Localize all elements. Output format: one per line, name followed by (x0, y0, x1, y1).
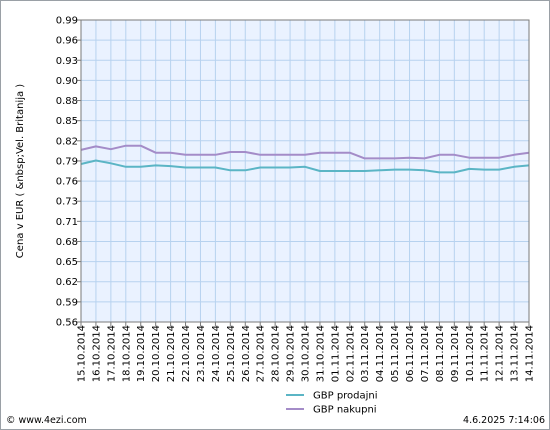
x-tick-label: 01.11.2014 (330, 325, 341, 382)
x-tick-label: 19.10.2014 (136, 325, 147, 382)
legend: GBP prodajni GBP nakupni (286, 391, 378, 416)
legend-label: GBP nakupni (313, 405, 377, 416)
x-tick-label: 02.11.2014 (345, 325, 356, 382)
y-axis-ticks: 0.56 0.59 0.62 0.65 0.68 0.71 0.73 0.76 0.79 0.82… (56, 16, 81, 329)
grid (80, 19, 530, 323)
y-tick-label: 0.65 (56, 257, 78, 268)
y-tick-label: 0.99 (56, 16, 78, 27)
x-tick-label: 31.10.2014 (315, 325, 326, 382)
x-tick-label: 17.10.2014 (106, 325, 117, 382)
y-tick-label: 0.79 (56, 156, 78, 167)
y-tick-label: 0.93 (56, 56, 78, 67)
x-tick-label: 23.10.2014 (196, 325, 207, 382)
x-tick-label: 15.10.2014 (77, 325, 88, 382)
x-tick-label: 14.11.2014 (525, 325, 536, 382)
x-tick-label: 28.10.2014 (271, 325, 282, 382)
source-credit: © www.4ezi.com (6, 415, 87, 426)
x-tick-label: 18.10.2014 (121, 325, 132, 382)
y-tick-label: 0.96 (56, 36, 78, 47)
x-tick-label: 12.11.2014 (495, 325, 506, 382)
y-tick-label: 0.76 (56, 177, 78, 188)
x-tick-label: 21.10.2014 (166, 325, 177, 382)
series-line-1 (80, 159, 530, 174)
x-tick-label: 07.11.2014 (420, 325, 431, 382)
y-tick-label: 0.88 (56, 96, 78, 107)
x-tick-label: 10.11.2014 (465, 325, 476, 382)
y-tick-label: 0.56 (56, 318, 78, 329)
y-tick-label: 0.73 (56, 197, 78, 208)
y-tick-label: 0.59 (56, 297, 78, 308)
y-tick-label: 0.90 (56, 76, 78, 87)
x-tick-label: 26.10.2014 (241, 325, 252, 382)
y-tick-label: 0.85 (56, 116, 78, 127)
x-tick-label: 27.10.2014 (256, 325, 267, 382)
x-tick-label: 05.11.2014 (390, 325, 401, 382)
y-tick-label: 0.62 (56, 277, 78, 288)
y-tick-label: 0.71 (56, 217, 78, 228)
x-tick-label: 11.11.2014 (480, 325, 491, 382)
x-tick-label: 09.11.2014 (450, 325, 461, 382)
x-tick-label: 04.11.2014 (375, 325, 386, 382)
x-tick-label: 20.10.2014 (151, 325, 162, 382)
legend-label: GBP prodajni (313, 391, 378, 402)
x-tick-label: 24.10.2014 (211, 325, 222, 382)
timestamp: 4.6.2025 7:14:06 (463, 415, 545, 426)
y-tick-label: 0.82 (56, 136, 78, 147)
x-axis-ticks: 15.10.2014 16.10.2014 17.10.2014 18.10.2014… (77, 322, 536, 382)
x-tick-label: 08.11.2014 (435, 325, 446, 382)
x-tick-label: 13.11.2014 (510, 325, 521, 382)
x-tick-label: 25.10.2014 (226, 325, 237, 382)
x-tick-label: 03.11.2014 (360, 325, 371, 382)
series-line-2 (80, 144, 530, 160)
x-tick-label: 30.10.2014 (301, 325, 312, 382)
x-tick-label: 22.10.2014 (181, 325, 192, 382)
x-tick-label: 16.10.2014 (91, 325, 102, 382)
y-axis-label: Cena v EUR ( &nbsp;Vel. Britanija ) (15, 84, 26, 258)
x-tick-label: 29.10.2014 (286, 325, 297, 382)
series-lines (80, 144, 530, 174)
plot-border (80, 19, 530, 323)
y-tick-label: 0.68 (56, 237, 78, 248)
x-tick-label: 06.11.2014 (405, 325, 416, 382)
